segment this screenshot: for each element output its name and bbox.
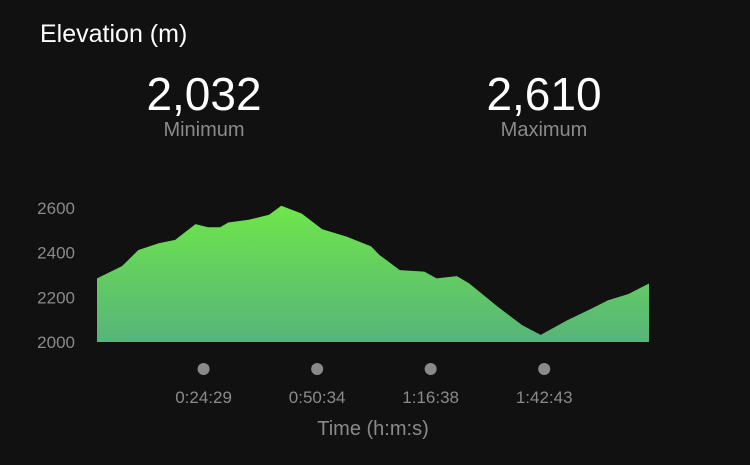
y-tick-label: 2600 [37,199,75,218]
x-tick-marker [538,363,551,375]
x-tick-marker [424,363,437,375]
x-tick-label: 1:42:43 [516,388,573,407]
x-axis-label: Time (h:m:s) [317,418,428,440]
x-tick-marker [311,363,324,375]
x-tick-label: 0:24:29 [175,388,232,407]
y-tick-label: 2000 [37,333,75,352]
maximum-stat: 2,610 Maximum [434,68,654,142]
elevation-area [97,205,649,342]
maximum-value: 2,610 [486,68,602,120]
minimum-value: 2,032 [146,68,262,120]
maximum-label: Maximum [500,119,588,141]
y-tick-label: 2200 [37,288,75,307]
minimum-stat: 2,032 Minimum [94,68,314,142]
chart-title: Elevation (m) [40,20,188,48]
x-tick-marker [197,363,210,375]
y-tick-label: 2400 [37,244,75,263]
minimum-label: Minimum [163,119,245,141]
x-tick-label: 1:16:38 [402,388,459,407]
x-tick-label: 0:50:34 [289,388,346,407]
